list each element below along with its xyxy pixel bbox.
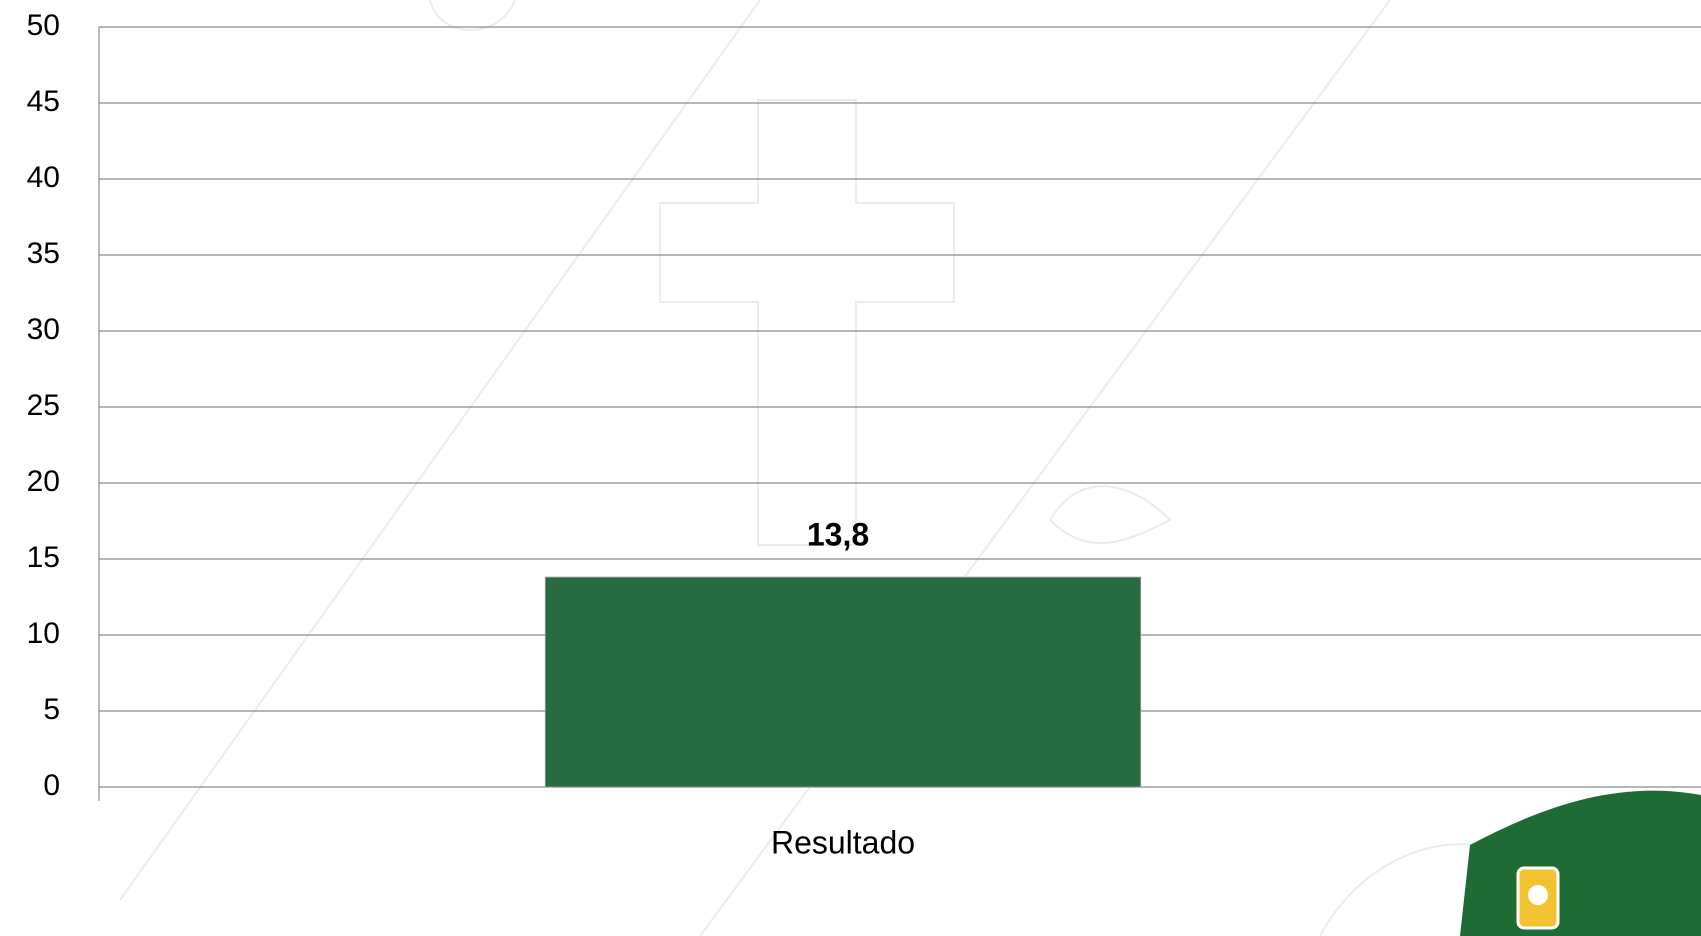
y-tick-label: 40 <box>27 161 60 194</box>
x-tick-label: Resultado <box>771 824 915 860</box>
logo <box>1460 790 1701 936</box>
plot-area: 0 5 10 15 20 25 30 35 40 45 50 Resultado 13,8 <box>27 9 1701 860</box>
y-tick-label: 15 <box>27 541 60 574</box>
y-tick-label: 10 <box>27 617 60 650</box>
y-tick-label: 0 <box>43 769 60 802</box>
y-tick-label: 20 <box>27 465 60 498</box>
data-label: 13,8 <box>807 517 869 553</box>
y-tick-label: 5 <box>43 693 60 726</box>
y-tick-label: 25 <box>27 389 60 422</box>
y-tick-label: 50 <box>27 9 60 42</box>
y-tick-label: 45 <box>27 85 60 118</box>
y-tick-label: 30 <box>27 313 60 346</box>
bar <box>544 576 1142 788</box>
y-tick-label: 35 <box>27 237 60 270</box>
watermark <box>119 0 1521 936</box>
